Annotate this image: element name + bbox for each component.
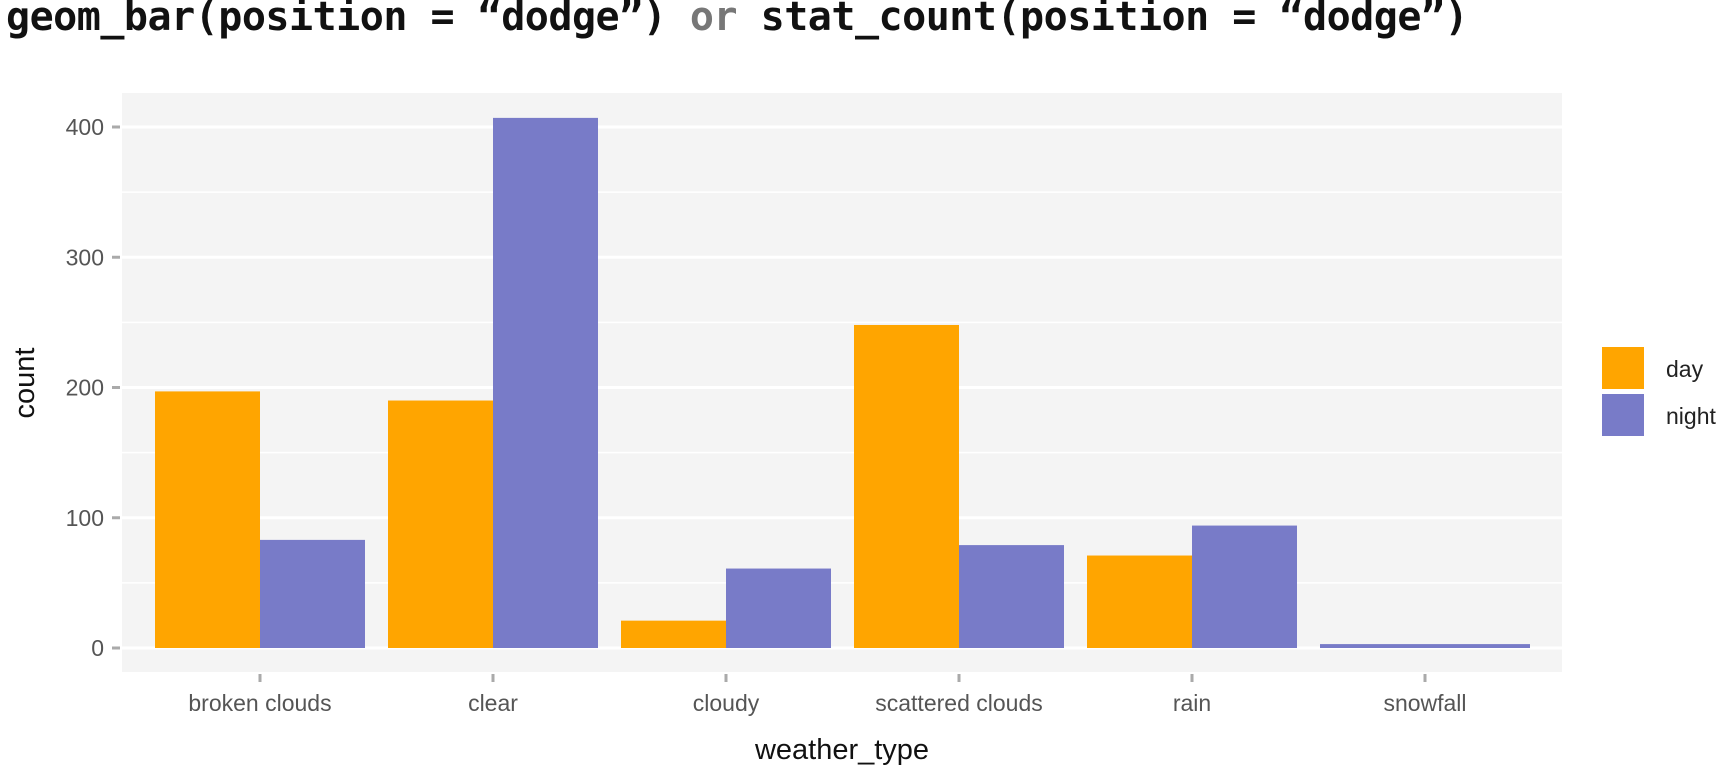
y-tick-label: 100 bbox=[66, 505, 104, 531]
y-axis-title: count bbox=[9, 348, 41, 419]
bar-night-cloudy bbox=[726, 568, 831, 648]
title-part-1: geom_bar(position = “dodge”) bbox=[6, 0, 667, 40]
x-axis: broken clouds clear cloudy scattered clouds… bbox=[188, 674, 1467, 716]
bar-night-broken-clouds bbox=[260, 539, 365, 648]
title-conjunction: or bbox=[666, 0, 761, 40]
legend-label-day: day bbox=[1666, 356, 1704, 382]
legend: day night bbox=[1602, 347, 1716, 436]
legend-label-night: night bbox=[1666, 403, 1716, 429]
bars bbox=[155, 117, 1530, 648]
x-tick-label: broken clouds bbox=[188, 690, 331, 716]
bar-night-scattered-clouds bbox=[959, 545, 1064, 648]
bar-day-rain bbox=[1087, 555, 1192, 648]
y-axis: 0 100 200 300 400 bbox=[66, 114, 120, 661]
chart-title: geom_bar(position = “dodge”) or stat_cou… bbox=[6, 0, 1469, 40]
y-tick-label: 400 bbox=[66, 114, 104, 140]
bar-day-cloudy bbox=[621, 620, 726, 648]
bar-night-snowfall bbox=[1320, 644, 1530, 648]
y-tick-label: 300 bbox=[66, 244, 104, 270]
title-part-2: stat_count(position = “dodge”) bbox=[760, 0, 1469, 40]
bar-day-clear bbox=[388, 400, 493, 648]
bar-day-broken-clouds bbox=[155, 391, 260, 648]
x-tick-label: cloudy bbox=[693, 690, 760, 716]
y-tick-label: 0 bbox=[91, 635, 104, 661]
x-tick-label: scattered clouds bbox=[875, 690, 1042, 716]
y-tick-label: 200 bbox=[66, 375, 104, 401]
x-axis-title: weather_type bbox=[754, 734, 929, 766]
bar-day-scattered-clouds bbox=[854, 324, 959, 648]
x-tick-label: snowfall bbox=[1383, 690, 1466, 716]
bar-night-rain bbox=[1192, 525, 1297, 648]
legend-key-day bbox=[1602, 347, 1644, 389]
bar-night-clear bbox=[493, 117, 598, 648]
legend-key-night bbox=[1602, 394, 1644, 436]
x-tick-label: clear bbox=[468, 690, 518, 716]
x-tick-label: rain bbox=[1173, 690, 1211, 716]
